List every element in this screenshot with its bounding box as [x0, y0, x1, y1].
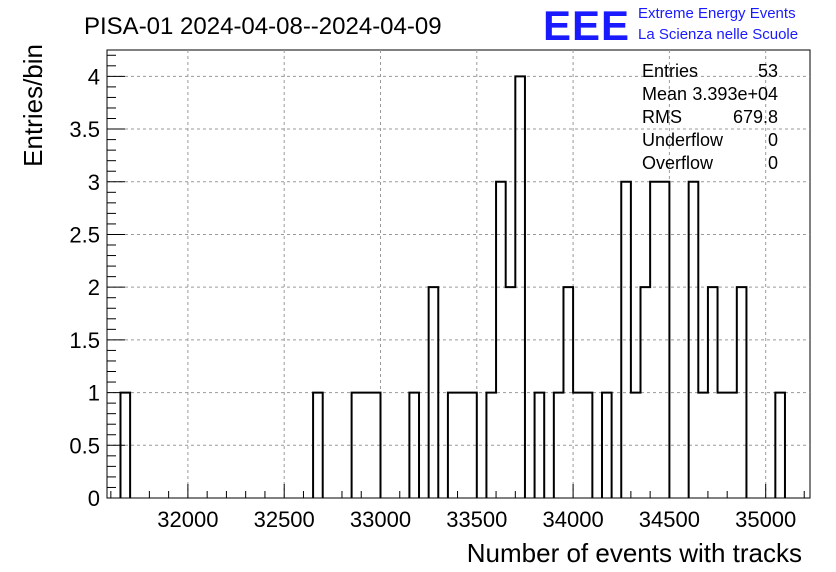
- histogram-bin: [650, 182, 660, 498]
- chart-title: PISA-01 2024-04-08--2024-04-09: [84, 13, 442, 40]
- histogram-bin: [467, 393, 477, 498]
- histogram-bin: [120, 393, 130, 498]
- histogram-bin: [554, 393, 564, 498]
- histogram-bin: [708, 287, 718, 498]
- histogram-bin: [631, 393, 641, 498]
- stats-value: 0: [768, 153, 778, 173]
- eee-logo-line2: La Scienza nelle Scuole: [638, 26, 798, 43]
- stats-value: 53: [758, 61, 778, 81]
- eee-logo: EEE Extreme Energy Events La Scienza nel…: [543, 2, 798, 49]
- x-tick-label: 33000: [350, 507, 411, 532]
- histogram-bin: [727, 393, 737, 498]
- histogram-outline: [119, 75, 786, 498]
- histogram-bin: [515, 76, 525, 498]
- stats-label: RMS: [642, 107, 682, 127]
- y-tick-label: 0: [88, 486, 100, 511]
- y-tick-label: 1.5: [69, 328, 100, 353]
- histogram-bin: [641, 287, 651, 498]
- stats-label: Mean: [642, 84, 687, 104]
- x-tick-label: 34000: [543, 507, 604, 532]
- stats-box: Entries 53 Mean 3.393e+04 RMS 679.8 Underflow 0…: [642, 61, 778, 173]
- histogram-bin: [573, 393, 583, 498]
- histogram-bin: [361, 393, 371, 498]
- y-tick-label: 0.5: [69, 433, 100, 458]
- histogram-bin: [429, 287, 439, 498]
- histogram-bin: [621, 182, 631, 498]
- y-tick-label: 3: [88, 170, 100, 195]
- histogram-bin: [458, 393, 468, 498]
- x-tick-label: 32500: [254, 507, 315, 532]
- histogram-bin: [602, 393, 612, 498]
- histogram-bin: [496, 182, 506, 498]
- eee-logo-line1: Extreme Energy Events: [638, 5, 796, 22]
- stats-label: Entries: [642, 61, 698, 81]
- stats-label: Overflow: [642, 153, 714, 173]
- histogram-bin: [371, 393, 381, 498]
- x-axis: 32000 32500 33000 33500 34000 34500 35000: [110, 484, 805, 532]
- y-axis: 0 0.5 1 1.5 2 2.5 3 3.5 4: [69, 54, 125, 511]
- histogram-bin: [506, 287, 516, 498]
- histogram-bin: [313, 393, 323, 498]
- stats-value: 0: [768, 130, 778, 150]
- histogram-bin: [486, 393, 496, 498]
- histogram-bin: [409, 393, 419, 498]
- x-tick-label: 33500: [446, 507, 507, 532]
- histogram-bin: [535, 393, 545, 498]
- plot-frame: [106, 49, 811, 499]
- stats-value: 679.8: [733, 107, 778, 127]
- y-tick-label: 3.5: [69, 117, 100, 142]
- histogram-bin: [660, 182, 670, 498]
- histogram-bin: [737, 287, 747, 498]
- histogram-bin: [583, 393, 593, 498]
- stats-value: 3.393e+04: [692, 84, 778, 104]
- histogram-bin: [689, 182, 699, 498]
- histogram-bin: [563, 287, 573, 498]
- y-tick-label: 1: [88, 381, 100, 406]
- histogram-bin: [352, 393, 362, 498]
- x-tick-label: 34500: [639, 507, 700, 532]
- y-tick-label: 2.5: [69, 222, 100, 247]
- y-tick-label: 2: [88, 275, 100, 300]
- stats-label: Underflow: [642, 130, 724, 150]
- y-axis-title: Entries/bin: [18, 44, 48, 167]
- histogram-bin: [698, 393, 708, 498]
- histogram-bin: [718, 393, 728, 498]
- y-tick-label: 4: [88, 64, 100, 89]
- x-axis-title: Number of events with tracks: [467, 538, 802, 568]
- x-tick-label: 32000: [157, 507, 218, 532]
- eee-logo-mark: EEE: [543, 2, 630, 49]
- histogram-bin: [448, 393, 458, 498]
- histogram-bin: [775, 393, 785, 498]
- x-tick-label: 35000: [735, 507, 796, 532]
